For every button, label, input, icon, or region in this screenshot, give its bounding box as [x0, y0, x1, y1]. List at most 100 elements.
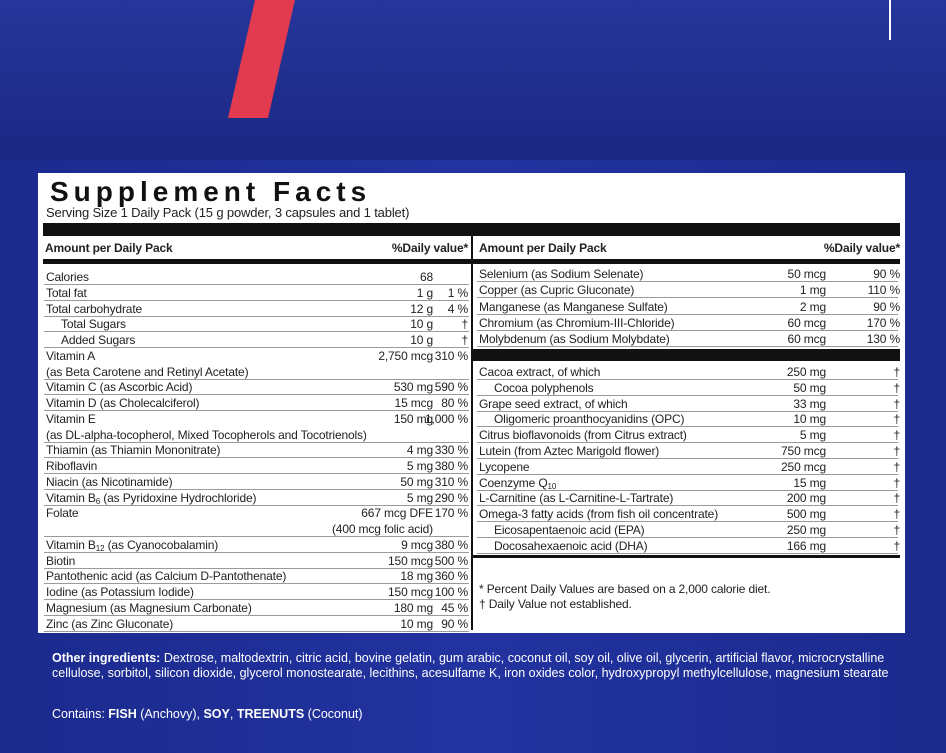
daily-value: 590 % — [434, 380, 468, 395]
row-rule — [44, 410, 469, 411]
daily-value: 310 % — [434, 348, 468, 363]
daily-value: 380 % — [434, 459, 468, 473]
daily-value: 330 % — [434, 443, 468, 458]
amount-detail: (400 mcg folic acid) — [331, 522, 433, 536]
nutrient-name: Docosahexaenoic acid (DHA) — [494, 538, 648, 553]
text: Dextrose, maltodextrin, citric acid, bov… — [52, 651, 889, 680]
row-rule — [477, 505, 898, 507]
row-rule — [44, 441, 469, 443]
amount: 200 mg — [786, 491, 826, 506]
row-rule — [477, 394, 898, 396]
amount: 33 mg — [793, 396, 826, 411]
box-top — [0, 0, 946, 160]
other-ingredients: Other ingredients: Dextrose, maltodextri… — [52, 651, 892, 681]
daily-value: 90 % — [873, 299, 900, 314]
amount: 750 mcg — [781, 444, 826, 458]
row-rule — [44, 284, 469, 285]
nutrient-name: Copper (as Cupric Gluconate) — [479, 283, 635, 298]
amount: 5 mg — [799, 428, 826, 443]
row-rule — [477, 521, 898, 523]
amount: 5 mg — [406, 490, 433, 505]
amount: 50 mg — [793, 380, 826, 395]
row-rule — [477, 537, 898, 538]
row-rule — [44, 551, 469, 553]
daily-value: 90 % — [873, 267, 900, 281]
row-rule — [44, 315, 469, 317]
amount: 180 mg — [393, 600, 433, 615]
nutrient-name: Calories — [46, 270, 89, 284]
amount: 166 mg — [786, 538, 826, 553]
nutrient-name: Cocoa polyphenols — [494, 380, 594, 395]
amount: 500 mg — [786, 507, 826, 522]
daily-value: 500 % — [434, 553, 468, 568]
box-top-decor — [228, 0, 891, 118]
row-rule — [44, 536, 469, 537]
nutrient-name: Added Sugars — [61, 333, 136, 347]
header-amount: Amount per Daily Pack — [479, 241, 607, 255]
daily-value: 170 % — [866, 315, 900, 330]
nutrient-name: Omega-3 fatty acids (from fish oil conce… — [479, 507, 719, 522]
contains-part: (Coconut) — [304, 707, 363, 721]
amount: 150 mcg — [388, 553, 433, 568]
amount: 18 mg — [400, 569, 433, 584]
nutrient-name: Magnesium (as Magnesium Carbonate) — [46, 600, 252, 615]
daily-value: 1,000 % — [425, 411, 468, 426]
row-rule — [477, 379, 898, 380]
column-divider — [471, 236, 473, 630]
nutrient-name: Total Sugars — [61, 317, 126, 332]
row-rule — [477, 552, 898, 554]
row-rule — [44, 567, 469, 569]
nutrient-name: Vitamin E — [46, 411, 96, 426]
row-rule — [477, 410, 898, 412]
amount: 68 — [419, 270, 433, 284]
name-part: Vitamin B — [46, 490, 96, 505]
nutrient-name: Zinc (as Zinc Gluconate) — [46, 616, 174, 631]
nutrient-name: Manganese (as Manganese Sulfate) — [479, 299, 668, 314]
row-rule — [44, 599, 469, 600]
nutrient-name: L-Carnitine (as L-Carnitine-L-Tartrate) — [479, 491, 674, 506]
daily-value: † — [893, 412, 900, 427]
daily-value: † — [893, 475, 900, 490]
amount: 2 mg — [799, 299, 826, 314]
row-rule — [44, 457, 469, 459]
bar — [43, 259, 900, 264]
row-rule — [477, 346, 898, 348]
row-rule — [44, 630, 469, 632]
daily-value: † — [893, 444, 900, 458]
daily-value: † — [893, 428, 900, 443]
name-part: Vitamin B — [46, 537, 96, 552]
row-rule — [44, 583, 469, 585]
row-rule — [44, 488, 469, 490]
nutrient-name: Lycopene — [479, 459, 530, 474]
daily-value: 4 % — [447, 301, 468, 316]
amount: 15 mg — [793, 475, 826, 490]
row-rule — [477, 442, 898, 444]
daily-value: 130 % — [866, 332, 900, 347]
nutrient-detail: (as DL-alpha-tocopherol, Mixed Tocophero… — [46, 427, 367, 442]
amount: 1 mg — [799, 283, 826, 298]
amount: 10 mg — [793, 412, 826, 427]
nutrient-name: Riboflavin — [46, 459, 98, 473]
nutrient-name: Oligomeric proanthocyanidins (OPC) — [494, 412, 685, 427]
amount: 250 mg — [786, 365, 826, 379]
amount: 50 mcg — [787, 267, 827, 281]
header-dv: %Daily value* — [823, 241, 900, 255]
daily-value: 100 % — [434, 585, 468, 599]
daily-value: † — [893, 459, 900, 474]
nutrient-name: Total carbohydrate — [46, 301, 143, 316]
daily-value: 380 % — [434, 537, 468, 552]
nutrient-name: Vitamin D (as Cholecalciferol) — [46, 396, 200, 410]
serving-size: Serving Size 1 Daily Pack (15 g powder, … — [46, 205, 410, 220]
nutrient-name: Chromium (as Chromium-III-Chloride) — [479, 315, 675, 330]
daily-value: † — [893, 523, 900, 537]
daily-value: † — [461, 333, 468, 347]
row-rule — [44, 394, 469, 396]
nutrient-name: Biotin — [46, 553, 76, 568]
amount: 250 mcg — [781, 459, 826, 474]
nutrient-name: Grape seed extract, of which — [479, 396, 628, 411]
row-rule — [44, 299, 469, 301]
row-rule — [44, 614, 469, 616]
amount: 50 mg — [400, 474, 433, 489]
row-rule — [477, 426, 898, 428]
